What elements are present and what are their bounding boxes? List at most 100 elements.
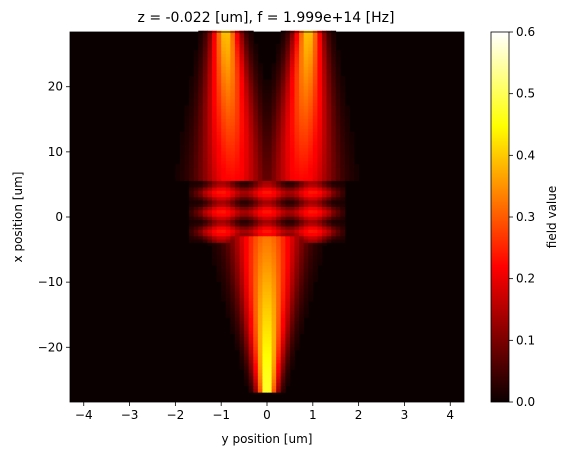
heatmap-cell xyxy=(289,213,295,217)
heatmap-cell xyxy=(340,118,346,123)
heatmap-cell xyxy=(285,43,291,48)
heatmap-cell xyxy=(257,73,263,77)
heatmap-cell xyxy=(189,235,195,240)
heatmap-cell xyxy=(253,362,259,367)
heatmap-cell xyxy=(262,170,268,175)
heatmap-cell xyxy=(257,239,263,243)
heatmap-cell xyxy=(303,60,309,64)
heatmap-cell xyxy=(253,310,259,315)
heatmap-cell xyxy=(289,63,295,67)
heatmap-cell xyxy=(285,274,291,279)
heatmap-cell xyxy=(248,333,254,338)
heatmap-cell xyxy=(276,281,282,286)
heatmap-cell xyxy=(317,131,323,136)
heatmap-cell xyxy=(267,382,272,387)
heatmap-cell xyxy=(303,235,309,240)
heatmap-cell xyxy=(340,128,346,133)
heatmap-cell xyxy=(216,174,222,178)
heatmap-cell xyxy=(294,174,300,178)
heatmap-cell xyxy=(234,193,240,198)
heatmap-cell xyxy=(303,301,309,305)
heatmap-cell xyxy=(267,180,272,185)
heatmap-cell xyxy=(271,304,277,308)
heatmap-cell xyxy=(239,160,245,165)
heatmap-cell xyxy=(299,203,305,207)
heatmap-cell xyxy=(225,79,231,84)
heatmap-cell xyxy=(312,187,318,191)
heatmap-cell xyxy=(285,66,291,71)
heatmap-cell xyxy=(225,310,231,315)
heatmap-cell xyxy=(280,63,286,67)
heatmap-cell xyxy=(285,346,291,351)
heatmap-cell xyxy=(189,232,195,237)
heatmap-cell xyxy=(285,252,291,256)
heatmap-cell xyxy=(221,232,227,237)
heatmap-cell xyxy=(294,79,300,84)
heatmap-cell xyxy=(289,53,295,58)
heatmap-cell xyxy=(280,274,286,279)
heatmap-cell xyxy=(234,203,240,207)
heatmap-cell xyxy=(299,180,305,185)
heatmap-cell xyxy=(239,138,245,142)
heatmap-cell xyxy=(239,50,245,54)
heatmap-cell xyxy=(244,95,250,100)
heatmap-cell xyxy=(321,226,327,230)
heatmap-cell xyxy=(212,63,217,67)
heatmap-cell xyxy=(326,73,332,77)
heatmap-cell xyxy=(308,76,314,80)
heatmap-cell xyxy=(280,118,286,123)
heatmap-cell xyxy=(303,46,309,51)
heatmap-cell xyxy=(239,102,245,107)
heatmap-cell xyxy=(257,170,263,175)
heatmap-cell xyxy=(326,147,332,152)
heatmap-cell xyxy=(262,226,268,230)
heatmap-cell xyxy=(212,92,217,97)
heatmap-cell xyxy=(349,174,355,178)
heatmap-cell xyxy=(216,203,222,207)
heatmap-cell xyxy=(317,92,323,97)
heatmap-cell xyxy=(253,353,259,357)
heatmap-cell xyxy=(335,151,341,155)
heatmap-cell xyxy=(294,248,300,253)
heatmap-cell xyxy=(184,105,190,110)
heatmap-cell xyxy=(317,30,323,35)
heatmap-cell xyxy=(239,366,245,370)
heatmap-cell xyxy=(331,112,337,116)
heatmap-cell xyxy=(267,307,272,312)
heatmap-cell xyxy=(239,356,245,361)
heatmap-cell xyxy=(234,134,240,139)
heatmap-cell xyxy=(303,99,309,103)
heatmap-cell xyxy=(202,53,208,58)
heatmap-cell xyxy=(335,235,341,240)
heatmap-cell xyxy=(280,167,286,172)
heatmap-cell xyxy=(299,30,305,35)
heatmap-cell xyxy=(212,50,217,54)
heatmap-cell xyxy=(289,128,295,133)
heatmap-cell xyxy=(257,200,263,204)
heatmap-cell xyxy=(321,50,327,54)
heatmap-cell xyxy=(234,304,240,308)
heatmap-cell xyxy=(299,310,305,315)
heatmap-cell xyxy=(253,190,259,194)
heatmap-cell xyxy=(207,177,213,181)
heatmap-cell xyxy=(239,46,245,51)
heatmap-cell xyxy=(267,235,272,240)
heatmap-cell xyxy=(230,160,236,165)
heatmap-cell xyxy=(317,248,323,253)
heatmap-cell xyxy=(230,258,236,263)
heatmap-cell xyxy=(312,219,318,224)
heatmap-cell xyxy=(225,141,231,146)
heatmap-cell xyxy=(276,69,282,74)
heatmap-cell xyxy=(225,92,231,97)
heatmap-cell xyxy=(326,170,332,175)
heatmap-cell xyxy=(308,193,314,198)
heatmap-cell xyxy=(207,79,213,84)
heatmap-cell xyxy=(289,216,295,221)
heatmap-cell xyxy=(308,284,314,289)
heatmap-cell xyxy=(280,362,286,367)
heatmap-cell xyxy=(230,167,236,172)
heatmap-cell xyxy=(239,245,245,250)
heatmap-cell xyxy=(212,95,217,100)
heatmap-cell xyxy=(289,333,295,338)
heatmap-cell xyxy=(257,274,263,279)
